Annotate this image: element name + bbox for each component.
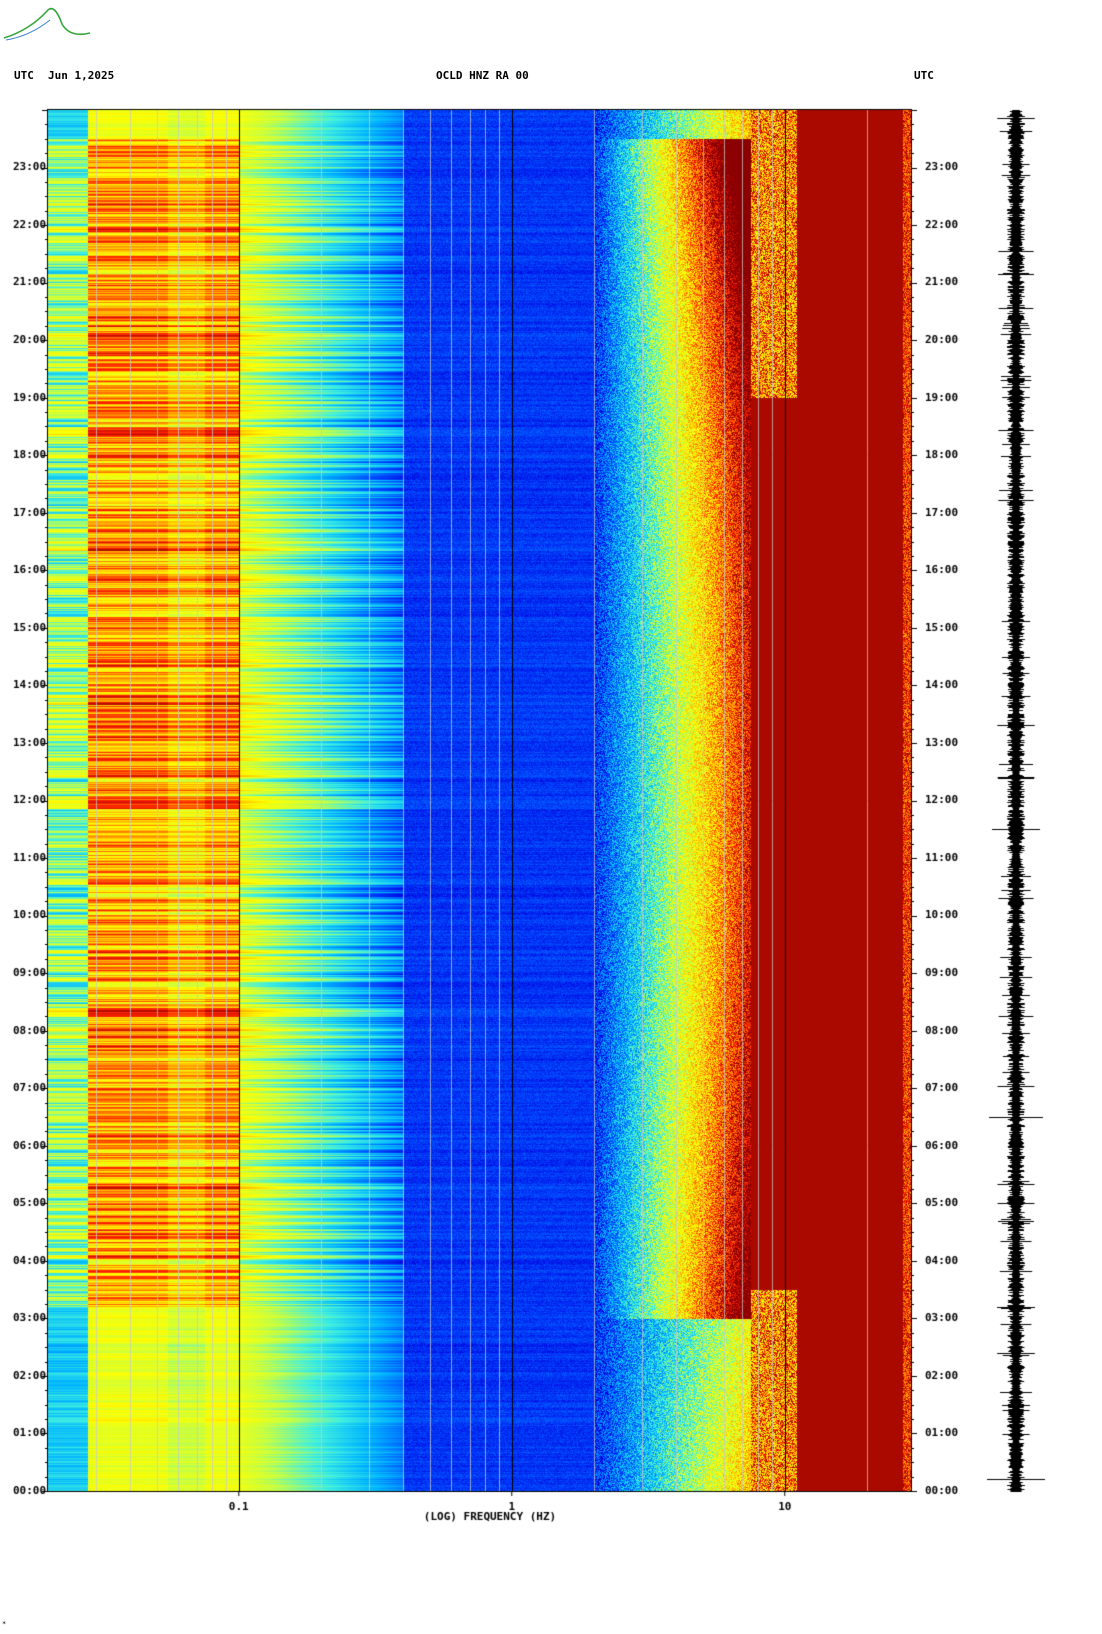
opgc-logo: [0, 0, 100, 50]
utc-label-right: UTC: [914, 69, 934, 82]
logo-icon: [3, 7, 91, 41]
station-title: OCLD HNZ RA 00: [436, 69, 529, 82]
date-label: Jun 1,2025: [48, 69, 115, 82]
utc-label-left: UTC: [14, 69, 34, 82]
footer-mark: *: [2, 1620, 7, 1628]
